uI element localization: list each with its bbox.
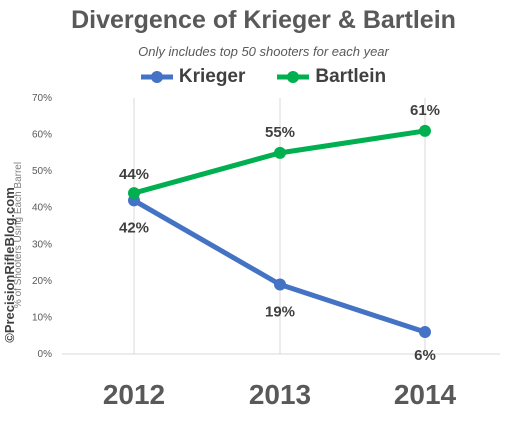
y-tick-label: 20% — [32, 276, 52, 287]
x-tick-label: 2014 — [394, 379, 457, 410]
y-tick-label: 40% — [32, 203, 52, 214]
data-label-bartlein: 55% — [265, 124, 295, 141]
y-tick-label: 30% — [32, 239, 52, 250]
data-point-krieger — [419, 326, 431, 339]
data-label-bartlein: 61% — [410, 102, 440, 119]
data-label-krieger: 6% — [414, 347, 436, 364]
y-axis-title-text: % of Shooters Using Each Barrel — [13, 162, 24, 308]
x-tick-label: 2012 — [103, 379, 165, 410]
y-tick-label: 50% — [32, 166, 52, 177]
y-tick-label: 10% — [32, 312, 52, 323]
watermark: ©PrecisionRifleBlog.com — [2, 187, 17, 343]
y-tick-label: 0% — [38, 349, 53, 360]
legend-item-krieger: Krieger — [140, 66, 246, 88]
x-tick-label: 2013 — [249, 379, 311, 410]
legend: Krieger Bartlein — [0, 66, 527, 88]
legend-item-bartlein: Bartlein — [277, 66, 386, 88]
data-label-krieger: 19% — [265, 304, 295, 321]
y-tick-label: 70% — [32, 93, 52, 104]
legend-label-krieger: Krieger — [178, 66, 246, 87]
data-point-bartlein — [274, 146, 286, 159]
data-point-krieger — [274, 278, 286, 291]
legend-swatch-krieger — [140, 71, 173, 83]
legend-swatch-bartlein — [277, 71, 310, 83]
y-axis-title: % of Shooters Using Each Barrel — [13, 162, 24, 308]
legend-label-bartlein: Bartlein — [315, 66, 387, 87]
data-label-krieger: 42% — [119, 219, 149, 236]
y-tick-label: 60% — [32, 130, 52, 141]
chart-subtitle: Only includes top 50 shooters for each y… — [138, 44, 389, 59]
chart-title: Divergence of Krieger & Bartlein — [71, 6, 456, 34]
data-point-bartlein — [419, 124, 431, 137]
data-label-bartlein: 44% — [119, 166, 149, 183]
watermark-text: ©PrecisionRifleBlog.com — [2, 187, 17, 343]
data-point-bartlein — [128, 187, 140, 200]
